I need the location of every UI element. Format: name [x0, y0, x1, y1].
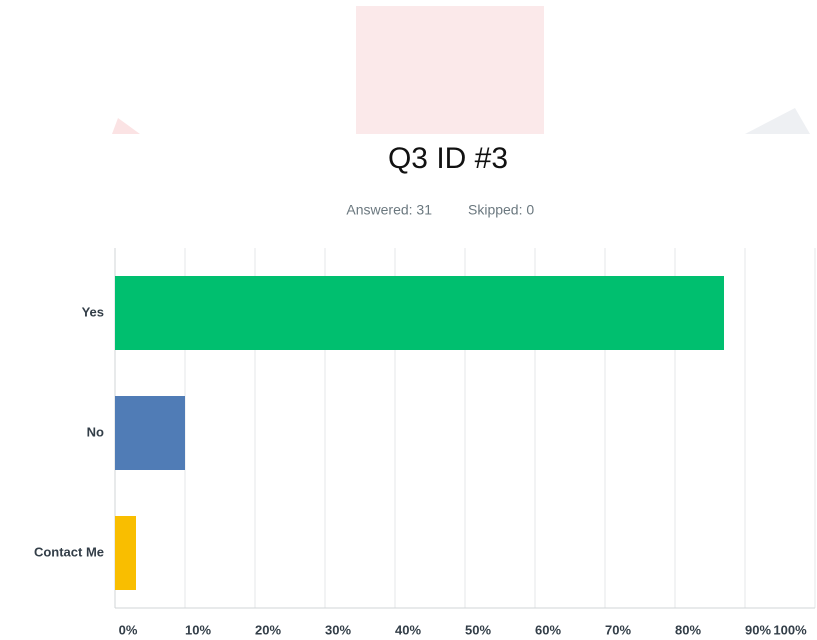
decor-rect: [356, 6, 544, 134]
y-tick-label: Contact Me: [34, 544, 104, 559]
y-tick-label: No: [87, 424, 104, 439]
x-tick-label: 70%: [605, 622, 631, 637]
x-tick-label: 40%: [395, 622, 421, 637]
bar: [115, 396, 185, 470]
bar: [115, 516, 136, 590]
x-tick-label: 0%: [119, 622, 138, 637]
x-tick-label: 60%: [535, 622, 561, 637]
y-tick-label: Yes: [82, 304, 104, 319]
x-tick-label: 50%: [465, 622, 491, 637]
x-tick-label: 30%: [325, 622, 351, 637]
bar: [115, 276, 724, 350]
decor-shape: [745, 108, 810, 134]
decor-shape: [112, 118, 140, 134]
x-tick-label: 80%: [675, 622, 701, 637]
chart-title: Q3 ID #3: [388, 142, 508, 175]
x-tick-label: 90%: [745, 622, 771, 637]
x-tick-label: 20%: [255, 622, 281, 637]
answered: Answered: 31: [346, 202, 432, 218]
skipped: Skipped: 0: [468, 202, 534, 218]
x-tick-label: 100%: [773, 622, 807, 637]
x-tick-label: 10%: [185, 622, 211, 637]
